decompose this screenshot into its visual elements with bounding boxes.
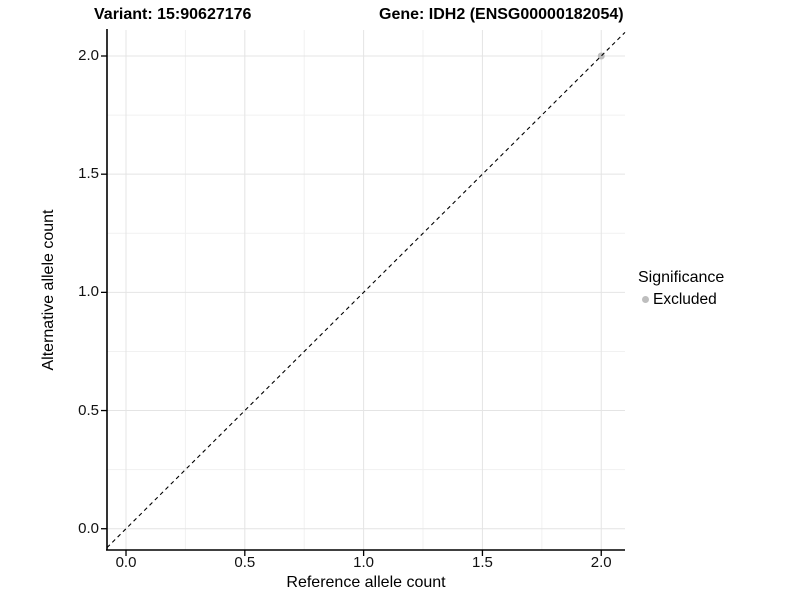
identity-line — [106, 31, 626, 549]
y-tick-label: 1.0 — [78, 283, 99, 301]
x-tick-label: 1.0 — [353, 554, 375, 571]
y-tick-label: 0.5 — [78, 401, 99, 419]
plot-title-gene: Gene: IDH2 (ENSG00000182054) — [379, 6, 624, 23]
y-axis-title: Alternative allele count — [40, 209, 57, 371]
legend-title: Significance — [638, 269, 725, 286]
x-tick-label: 2.0 — [590, 554, 612, 571]
plot-title-variant: Variant: 15:90627176 — [94, 6, 252, 23]
y-tick-label: 1.5 — [78, 165, 99, 183]
legend-entry-excluded: Excluded — [642, 290, 724, 309]
x-tick-label: 0.5 — [234, 554, 256, 571]
x-tick-label: 0.0 — [115, 554, 137, 571]
legend-entry-label: Excluded — [653, 291, 717, 308]
y-tick-label: 0.0 — [78, 519, 99, 537]
y-tick-label: 2.0 — [78, 47, 99, 64]
legend-key-dot-icon — [642, 296, 649, 303]
legend: Significance Excluded — [636, 268, 724, 309]
x-axis-title: Reference allele count — [286, 574, 446, 591]
x-tick-label: 1.5 — [471, 554, 493, 571]
